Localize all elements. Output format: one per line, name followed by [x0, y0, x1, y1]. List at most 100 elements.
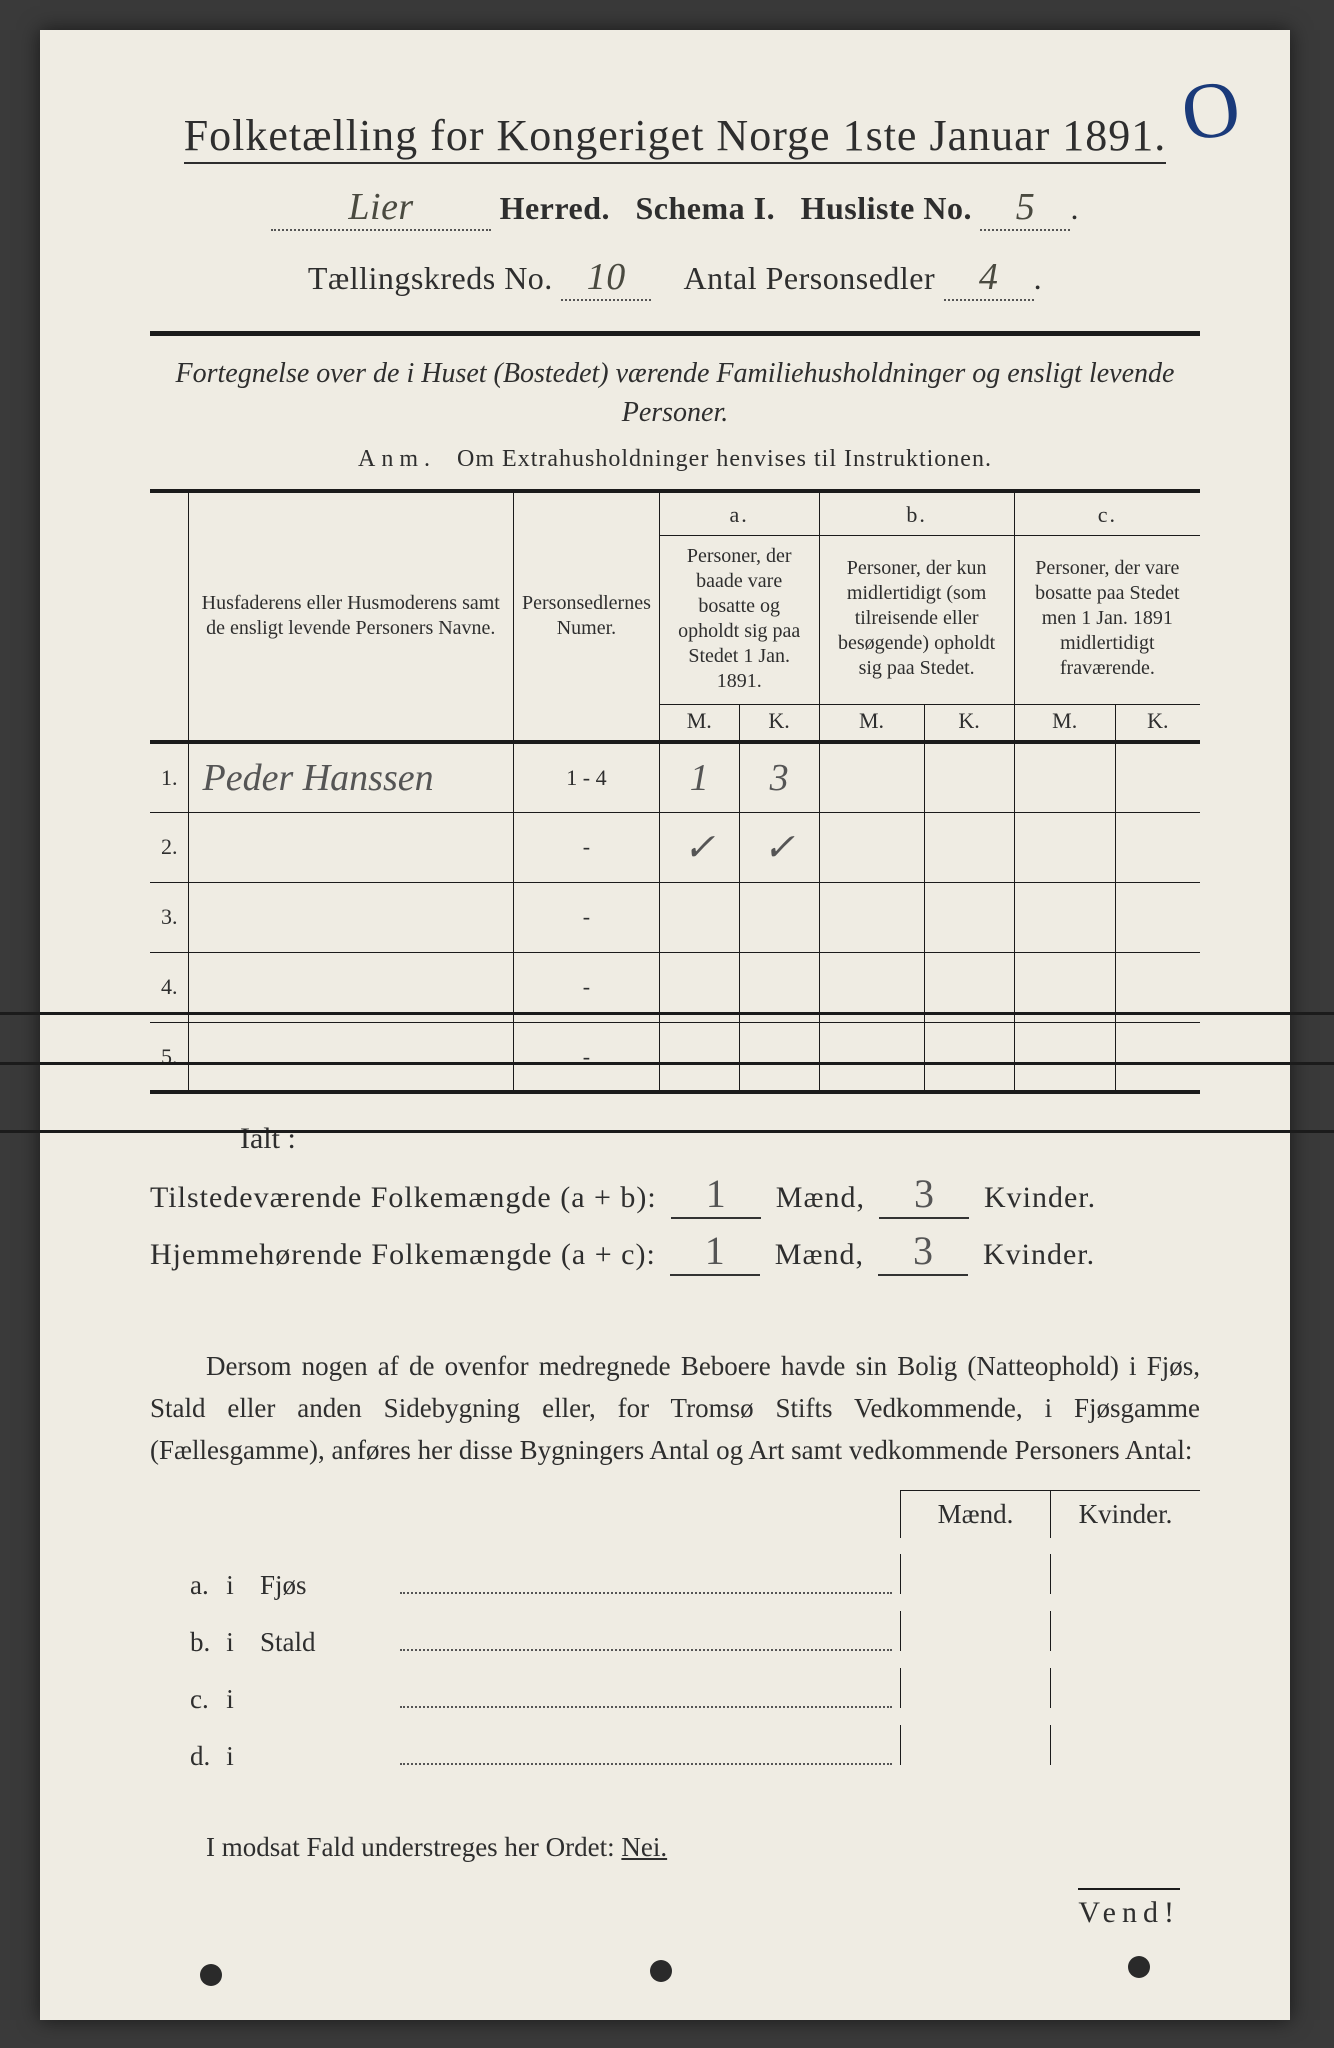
building-i: i	[200, 1741, 260, 1772]
header-rule	[150, 331, 1200, 336]
total1-k: 3	[879, 1170, 969, 1219]
row-a-k: 3	[739, 742, 819, 812]
anm-label: Anm.	[358, 446, 436, 472]
building-kvinder-cell	[1050, 1611, 1200, 1651]
dotted-leader	[400, 1702, 892, 1708]
col-c-m: M.	[1014, 704, 1115, 742]
title-year: 1891.	[1062, 111, 1166, 164]
row-c-m	[1014, 742, 1115, 812]
building-row: c.i	[150, 1668, 1200, 1715]
col-c-header: Personer, der vare bosatte paa Stedet me…	[1014, 535, 1200, 704]
building-maend-cell	[900, 1554, 1050, 1594]
dotted-leader	[400, 1645, 892, 1651]
row-b-k	[924, 1022, 1014, 1092]
maend-column-header: Mænd.	[900, 1490, 1050, 1538]
row-b-m	[819, 1022, 924, 1092]
building-label: Fjøs	[260, 1570, 400, 1601]
punch-hole	[200, 1964, 222, 1986]
building-maend-cell	[900, 1725, 1050, 1765]
building-row: a.iFjøs	[150, 1554, 1200, 1601]
kvinder-label-2: Kvinder.	[983, 1238, 1095, 1271]
scan-artifact	[0, 1012, 1334, 1015]
dotted-leader	[400, 1588, 892, 1594]
building-i: i	[200, 1627, 260, 1658]
col-b-m: M.	[819, 704, 924, 742]
row-numer: -	[514, 882, 660, 952]
row-index: 3.	[150, 882, 188, 952]
corner-annotation: O	[1176, 62, 1246, 160]
scan-artifact	[0, 1130, 1334, 1133]
col-a-letter: a.	[659, 492, 819, 535]
building-kvinder-cell	[1050, 1668, 1200, 1708]
row-name	[188, 1022, 514, 1092]
row-b-m	[819, 882, 924, 952]
row-name: Peder Hanssen	[188, 742, 514, 812]
building-i: i	[200, 1684, 260, 1715]
personsedler-label: Antal Personsedler	[684, 260, 936, 296]
col-numer-header: Personsedlernes Numer.	[514, 492, 660, 742]
row-b-k	[924, 812, 1014, 882]
intro-text: Fortegnelse over de i Huset (Bostedet) v…	[150, 354, 1200, 432]
col-a-k: K.	[739, 704, 819, 742]
row-a-k	[739, 1022, 819, 1092]
ialt-label: Ialt :	[240, 1122, 1200, 1156]
punch-hole	[1128, 1956, 1150, 1978]
row-name	[188, 882, 514, 952]
row-c-m	[1014, 812, 1115, 882]
row-a-k	[739, 882, 819, 952]
row-b-k	[924, 882, 1014, 952]
row-b-k	[924, 742, 1014, 812]
row-a-m	[659, 882, 739, 952]
nei-line: I modsat Fald understreges her Ordet: Ne…	[150, 1832, 1200, 1863]
building-key: c.	[150, 1684, 200, 1715]
anm-text: Om Extrahusholdninger henvises til Instr…	[457, 446, 992, 472]
total1-m: 1	[671, 1170, 761, 1219]
total2-m: 1	[670, 1227, 760, 1276]
header-line-2: Tællingskreds No. 10 Antal Personsedler …	[150, 255, 1200, 301]
col-c-letter: c.	[1014, 492, 1200, 535]
row-a-m	[659, 1022, 739, 1092]
building-row: d.i	[150, 1725, 1200, 1772]
maend-label: Mænd,	[776, 1181, 865, 1214]
building-kvinder-cell	[1050, 1554, 1200, 1594]
row-numer: 1 - 4	[514, 742, 660, 812]
total-line-2: Hjemmehørende Folkemængde (a + c): 1 Mæn…	[150, 1227, 1200, 1276]
herred-label: Herred.	[500, 190, 610, 226]
nei-pre: I modsat Fald understreges her Ordet:	[206, 1832, 621, 1862]
building-maend-cell	[900, 1611, 1050, 1651]
table-row: 5.-	[150, 1022, 1200, 1092]
row-c-m	[1014, 882, 1115, 952]
col-c-k: K.	[1115, 704, 1200, 742]
row-a-m: ✓	[659, 812, 739, 882]
page-title: Folketælling for Kongeriget Norge 1ste J…	[150, 110, 1200, 161]
header-line-1: Lier Herred. Schema I. Husliste No. 5.	[150, 185, 1200, 231]
kreds-label: Tællingskreds No.	[308, 260, 553, 296]
col-name-header: Husfaderens eller Husmoderens samt de en…	[188, 492, 514, 742]
row-numer: -	[514, 1022, 660, 1092]
row-c-k	[1115, 812, 1200, 882]
punch-hole	[650, 1960, 672, 1982]
row-index: 2.	[150, 812, 188, 882]
maend-label-2: Mænd,	[775, 1238, 864, 1271]
row-b-m	[819, 742, 924, 812]
col-a-m: M.	[659, 704, 739, 742]
census-form-page: O Folketælling for Kongeriget Norge 1ste…	[40, 30, 1290, 2020]
anm-line: Anm. Om Extrahusholdninger henvises til …	[150, 446, 1200, 473]
building-key: b.	[150, 1627, 200, 1658]
row-c-k	[1115, 882, 1200, 952]
building-key: d.	[150, 1741, 200, 1772]
mk-header-row: Mænd. Kvinder.	[150, 1490, 1200, 1538]
household-table: Husfaderens eller Husmoderens samt de en…	[150, 491, 1200, 1094]
building-i: i	[200, 1570, 260, 1601]
personsedler-no: 4	[944, 255, 1034, 301]
col-a-header: Personer, der baade vare bosatte og opho…	[659, 535, 819, 704]
mk-spacer	[150, 1490, 900, 1538]
herred-field: Lier	[271, 185, 491, 231]
table-row: 3. -	[150, 882, 1200, 952]
row-c-k	[1115, 1022, 1200, 1092]
kvinder-label: Kvinder.	[984, 1181, 1096, 1214]
building-row: b.iStald	[150, 1611, 1200, 1658]
building-list: a.iFjøsb.iStaldc.id.i	[150, 1554, 1200, 1772]
col-b-header: Personer, der kun midlertidigt (som tilr…	[819, 535, 1014, 704]
col-b-letter: b.	[819, 492, 1014, 535]
